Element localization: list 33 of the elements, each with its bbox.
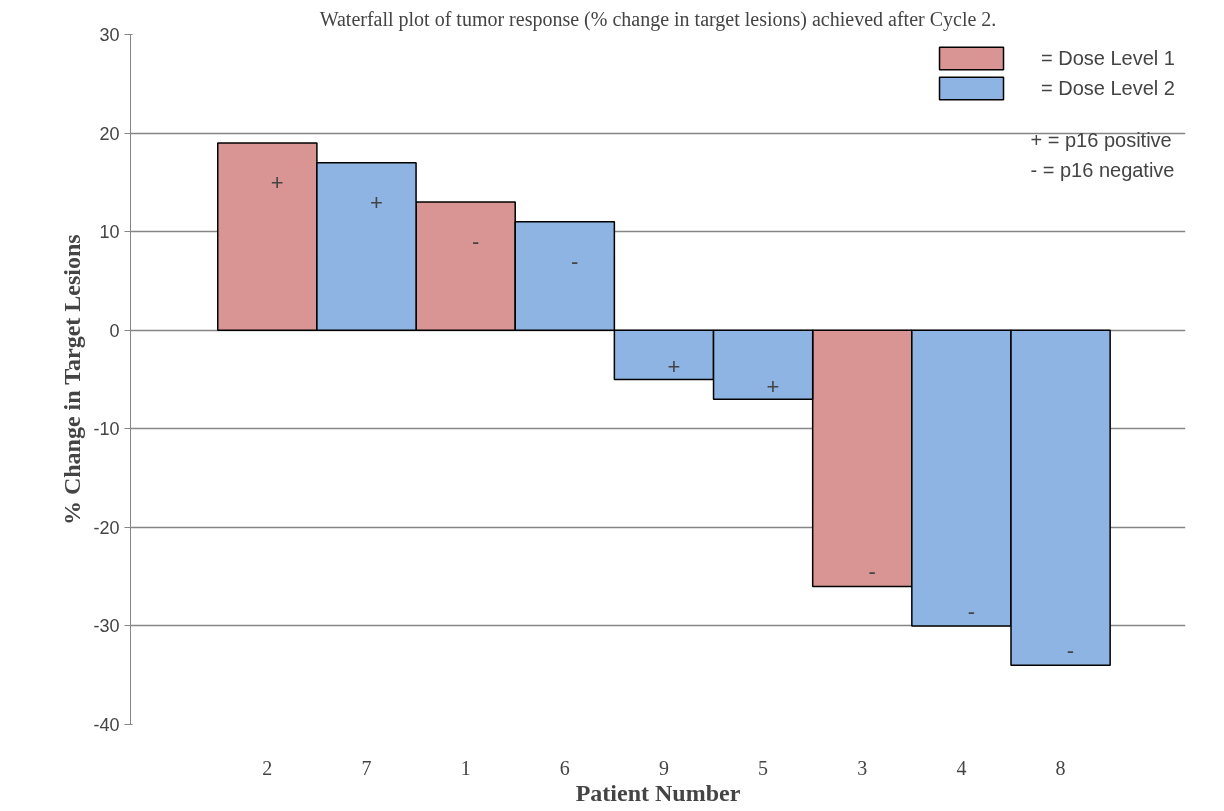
x-tick-label: 1 xyxy=(460,756,471,779)
y-tick-label: -40 xyxy=(93,715,120,735)
data-label: - xyxy=(471,229,480,254)
y-axis-title: % Change in Target Lesions xyxy=(59,234,86,526)
y-tick-label: -10 xyxy=(93,419,120,440)
x-tick-label: 5 xyxy=(758,756,769,779)
x-tick-label: 2 xyxy=(262,756,273,779)
x-tick-label: 9 xyxy=(658,756,669,779)
data-label: + xyxy=(270,169,284,195)
data-label: - xyxy=(1066,638,1075,664)
x-tick-label: 3 xyxy=(857,756,868,779)
data-label: - xyxy=(571,248,579,274)
y-tick-label: 10 xyxy=(99,222,120,243)
y-tick-label: 30 xyxy=(99,25,120,45)
y-tick-label: -30 xyxy=(93,616,120,637)
data-label: - xyxy=(868,559,876,585)
data-label: - xyxy=(967,598,975,624)
legend-label: = Dose Level 2 xyxy=(1041,76,1175,100)
data-label: + xyxy=(369,189,383,215)
x-tick-label: 4 xyxy=(956,756,967,779)
y-tick-label: 20 xyxy=(99,123,120,144)
annotation: + = p16 positive xyxy=(1030,128,1172,151)
annotation: - = p16 negative xyxy=(1030,158,1175,181)
chart-title: Waterfall plot of tumor response (% change in target lesions) achieved after Cycle 2. xyxy=(319,7,997,31)
y-tick-label: -20 xyxy=(93,517,120,538)
y-tick-label: 0 xyxy=(109,320,120,341)
x-tick-label: 8 xyxy=(1055,756,1066,779)
x-tick-label: 6 xyxy=(559,756,570,779)
data-label: + xyxy=(667,354,681,380)
x-tick-label: 7 xyxy=(361,756,372,779)
data-label: + xyxy=(766,373,780,399)
x-axis-title: Patient Number xyxy=(575,779,741,806)
legend-label: = Dose Level 1 xyxy=(1041,46,1175,70)
